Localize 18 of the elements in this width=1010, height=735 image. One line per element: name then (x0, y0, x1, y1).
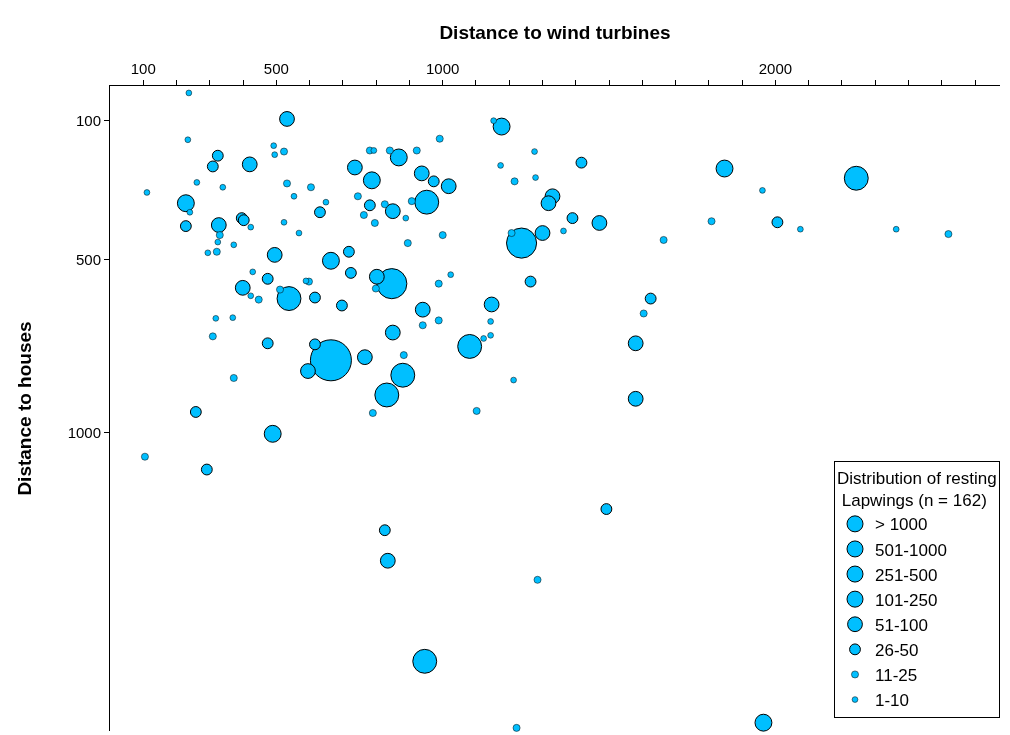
legend-label: > 1000 (875, 515, 928, 535)
x-tick-label: 1000 (426, 60, 460, 77)
legend-title: Distribution of resting Lapwings (n = 162) (837, 469, 997, 511)
y-axis-title: Distance to houses (14, 321, 36, 496)
legend-label: 501-1000 (875, 540, 947, 560)
x-tick-label: 500 (263, 60, 289, 77)
x-axis-title: Distance to wind turbines (439, 21, 671, 43)
legend-label: 26-50 (875, 640, 919, 660)
legend-label: 251-500 (875, 565, 938, 585)
legend-label: 51-100 (875, 615, 928, 635)
x-tick-label: 100 (130, 60, 156, 77)
y-tick-label: 100 (75, 111, 101, 129)
y-tick-label: 1000 (67, 424, 101, 442)
x-tick-label: 2000 (758, 60, 793, 77)
y-tick-label: 500 (75, 250, 101, 268)
legend-label: 1-10 (875, 691, 910, 711)
legend-label: 101-250 (875, 590, 938, 610)
legend-label: 11-25 (875, 666, 918, 686)
